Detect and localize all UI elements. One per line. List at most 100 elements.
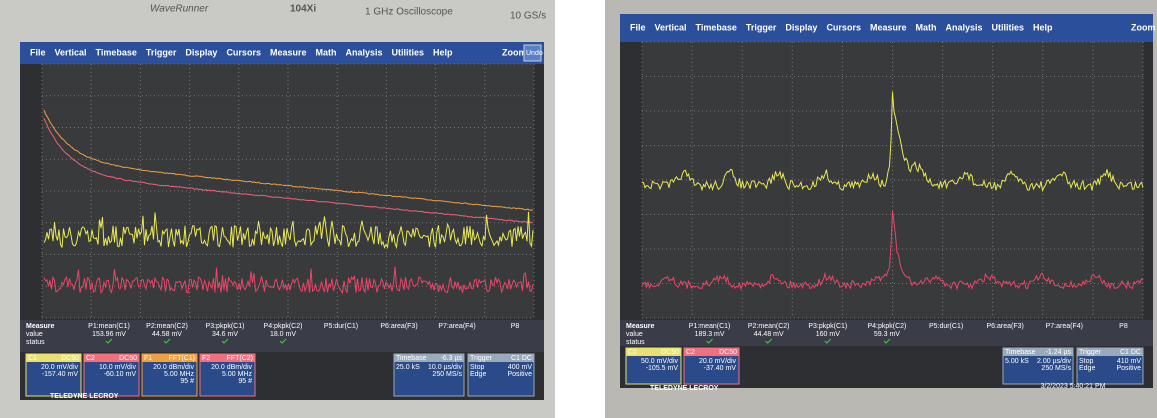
timebase-offset: -1.24 µs xyxy=(1046,349,1072,356)
channel-setting: 5.00 MHz xyxy=(222,371,252,378)
measure-header: status xyxy=(626,339,645,346)
timebase-title: Timebase xyxy=(396,355,427,362)
trigger-setting: Positive xyxy=(507,371,532,378)
channel-setting: 20.0 mV/div xyxy=(41,364,78,371)
menu-item[interactable]: Measure xyxy=(870,22,907,32)
param-name: P8 xyxy=(511,323,520,330)
trigger-setting: Stop xyxy=(470,364,485,371)
param-name: P4:pkpk(C2) xyxy=(264,323,303,330)
channel-setting: 20.0 dBm/div xyxy=(153,364,194,371)
menu-item[interactable]: Help xyxy=(433,47,453,57)
menu-item[interactable]: Help xyxy=(1033,22,1053,32)
scope-photo: File Vertical Timebase Trigger Display Cursor… xyxy=(605,0,1157,418)
timebase-title: Timebase xyxy=(1005,349,1036,356)
sample-rate: 10 GS/s xyxy=(510,11,546,22)
bandwidth: 1 GHz Oscilloscope xyxy=(365,7,453,18)
param-name: P7:area(F4) xyxy=(1046,323,1083,330)
menu-item[interactable]: Analysis xyxy=(345,47,382,57)
param-value: 34.6 mV xyxy=(212,331,238,338)
photo: WaveRunner104Xi1 GHz Oscilloscope10 GS/s… xyxy=(0,0,1157,418)
trigger-setting: Positive xyxy=(1116,365,1141,372)
model: WaveRunner xyxy=(150,4,209,15)
trigger-setting: Edge xyxy=(1079,365,1095,372)
channel-label: C2 xyxy=(686,349,695,356)
brand: TELEDYNE LECROY xyxy=(650,385,719,392)
zoom-button[interactable]: Zoom xyxy=(502,47,527,57)
channel-setting: 20.0 mV/div xyxy=(699,358,736,365)
param-name: P3:pkpk(C1) xyxy=(808,323,847,330)
param-name: P8 xyxy=(1119,323,1128,330)
timebase-setting: 250 MS/s xyxy=(432,371,462,378)
trigger-setting: 410 mV xyxy=(1117,358,1141,365)
menu-item[interactable]: Timebase xyxy=(696,22,737,32)
channel-tag: DC50 xyxy=(719,349,737,356)
param-value: 160 mV xyxy=(816,331,840,338)
channel-setting: -37.40 mV xyxy=(704,365,737,372)
brand: TELEDYNE LECROY xyxy=(50,393,119,400)
param-name: P5:dur(C1) xyxy=(929,323,963,330)
param-name: P4:pkpk(C2) xyxy=(867,323,906,330)
timebase-samples: 5.00 kS xyxy=(1005,358,1029,365)
param-value: 189.3 mV xyxy=(695,331,725,338)
param-name: P6:area(F3) xyxy=(987,323,1024,330)
menu-item[interactable]: Display xyxy=(785,22,817,32)
timestamp: 3/2/2023 5:40:21 PM xyxy=(1041,383,1106,390)
channel-setting: -60.10 mV xyxy=(104,371,137,378)
param-value: 44.58 mV xyxy=(152,331,182,338)
param-name: P5:dur(C1) xyxy=(324,323,358,330)
channel-setting: 5.00 MHz xyxy=(164,371,194,378)
param-name: P2:mean(C2) xyxy=(146,323,188,330)
channel-label: F1 xyxy=(144,355,152,362)
menu-item[interactable]: Display xyxy=(185,47,217,57)
menu-item[interactable]: File xyxy=(30,47,46,57)
param-name: P2:mean(C2) xyxy=(748,323,790,330)
timebase-offset: -6.3 µs xyxy=(440,355,462,362)
channel-label: C1 xyxy=(28,355,37,362)
measure-header: status xyxy=(26,339,45,346)
timebase-samples: 25.0 kS xyxy=(396,364,420,371)
trigger-setting: Stop xyxy=(1079,358,1094,365)
menu-item[interactable]: Math xyxy=(315,47,336,57)
timebase-setting: 2.00 µs/div xyxy=(1037,358,1071,365)
menu-item[interactable]: Utilities xyxy=(992,22,1025,32)
trigger-setting: Edge xyxy=(470,371,486,378)
trigger-tag: C1 DC xyxy=(511,355,532,362)
measure-header: value xyxy=(626,331,643,338)
channel-tag: DC50 xyxy=(61,355,79,362)
channel-setting: 95 # xyxy=(180,378,194,385)
trigger-title: Trigger xyxy=(470,355,493,362)
menu-item[interactable]: Math xyxy=(915,22,936,32)
undo-button[interactable]: Undo xyxy=(526,50,543,57)
menu-item[interactable]: Cursors xyxy=(226,47,261,57)
channel-tag: DC50 xyxy=(661,349,679,356)
channel-setting: -157.40 mV xyxy=(42,371,79,378)
measure-header: Measure xyxy=(626,323,655,330)
channel-tag: FFT(C2) xyxy=(227,355,253,362)
channel-label: C1 xyxy=(628,349,637,356)
menu-item[interactable]: Utilities xyxy=(392,47,425,57)
param-value: 153.96 mV xyxy=(92,331,126,338)
channel-tag: DC50 xyxy=(119,355,137,362)
param-name: P7:area(F4) xyxy=(438,323,475,330)
channel-label: F2 xyxy=(202,355,210,362)
menu-item[interactable]: Trigger xyxy=(746,22,777,32)
menu-item[interactable]: Vertical xyxy=(55,47,87,57)
timebase-setting: 250 MS/s xyxy=(1041,365,1071,372)
menu-item[interactable]: Vertical xyxy=(655,22,687,32)
menu-item[interactable]: Timebase xyxy=(96,47,137,57)
channel-setting: 50.0 mV/div xyxy=(641,358,678,365)
zoom-button[interactable]: Zoom xyxy=(1131,22,1156,32)
menu-item[interactable]: Measure xyxy=(270,47,307,57)
param-name: P1:mean(C1) xyxy=(689,323,731,330)
menu-item[interactable]: File xyxy=(630,22,646,32)
param-name: P1:mean(C1) xyxy=(88,323,130,330)
timebase-setting: 10.0 µs/div xyxy=(428,364,462,371)
channel-label: C2 xyxy=(86,355,95,362)
channel-setting: 10.0 mV/div xyxy=(99,364,136,371)
channel-setting: 20.0 dBm/div xyxy=(211,364,252,371)
menu-item[interactable]: Analysis xyxy=(945,22,982,32)
menu-item[interactable]: Trigger xyxy=(146,47,177,57)
channel-setting: -105.5 mV xyxy=(646,365,679,372)
menu-item[interactable]: Cursors xyxy=(826,22,861,32)
